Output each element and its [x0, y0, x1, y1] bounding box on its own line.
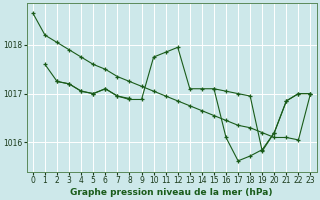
- X-axis label: Graphe pression niveau de la mer (hPa): Graphe pression niveau de la mer (hPa): [70, 188, 273, 197]
